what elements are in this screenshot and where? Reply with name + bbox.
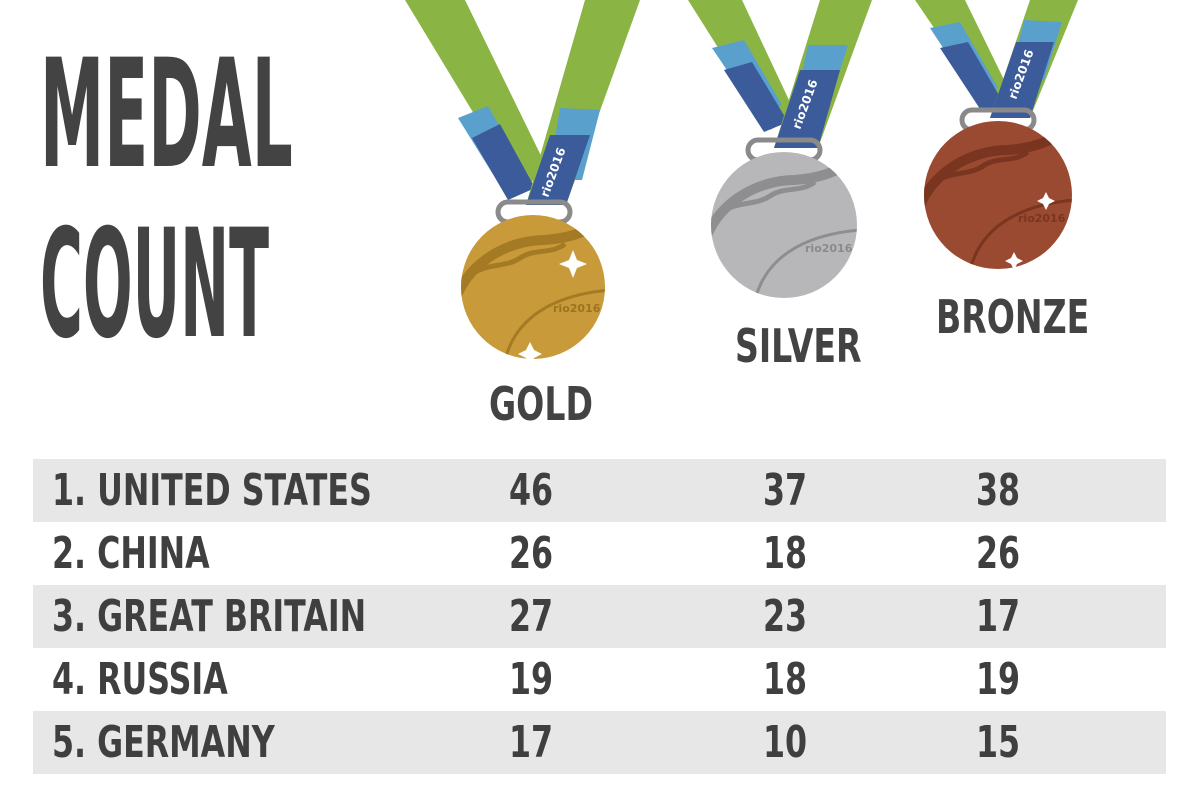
gold-ribbon: rio2016 — [405, 0, 640, 205]
title-count: COUNT — [40, 198, 270, 372]
bronze-count: 15 — [975, 717, 1021, 768]
silver-count: 10 — [762, 717, 808, 768]
table-row: 2. CHINA 26 18 26 — [33, 522, 1166, 585]
bronze-label: BRONZE — [936, 290, 1090, 344]
sparkle-icon — [1005, 252, 1023, 270]
silver-medal: rio2016 — [711, 152, 857, 298]
bronze-ribbon: rio2016 — [915, 0, 1078, 118]
bronze-medal: rio2016 — [924, 121, 1072, 270]
silver-count: 18 — [762, 654, 808, 705]
silver-count: 18 — [762, 528, 808, 579]
sparkle-icon — [518, 342, 542, 366]
medal-table: 1. UNITED STATES 46 37 38 2. CHINA 26 18… — [33, 459, 1166, 774]
table-row: 1. UNITED STATES 46 37 38 — [33, 459, 1166, 522]
gold-medal: rio2016 — [461, 215, 605, 366]
gold-count: 27 — [508, 591, 554, 642]
table-row: 3. GREAT BRITAIN 27 23 17 — [33, 585, 1166, 648]
country-name: 2. CHINA — [52, 528, 210, 579]
gold-count: 17 — [508, 717, 554, 768]
table-row: 4. RUSSIA 19 18 19 — [33, 648, 1166, 711]
bronze-count: 26 — [975, 528, 1021, 579]
country-name: 4. RUSSIA — [52, 654, 228, 705]
silver-count: 37 — [762, 465, 808, 516]
silver-medal-engraving: rio2016 — [805, 242, 853, 255]
gold-count: 26 — [508, 528, 554, 579]
bronze-count: 17 — [975, 591, 1021, 642]
gold-count: 19 — [508, 654, 554, 705]
sparkle-icon — [559, 250, 587, 278]
silver-label: SILVER — [735, 319, 862, 373]
silver-ribbon: rio2016 — [688, 0, 872, 148]
gold-medal-engraving: rio2016 — [553, 302, 601, 315]
gold-label: GOLD — [489, 377, 593, 431]
table-row: 5. GERMANY 17 10 15 — [33, 711, 1166, 774]
sparkle-icon — [1037, 192, 1055, 210]
gold-count: 46 — [508, 465, 554, 516]
bronze-count: 38 — [975, 465, 1021, 516]
bronze-count: 19 — [975, 654, 1021, 705]
medal-illustrations: rio2016 rio2016 rio2016 rio2016 — [405, 0, 1078, 366]
country-name: 1. UNITED STATES — [52, 465, 372, 516]
silver-count: 23 — [762, 591, 808, 642]
bronze-medal-engraving: rio2016 — [1018, 212, 1066, 225]
title-medal: MEDAL — [40, 28, 293, 202]
country-name: 3. GREAT BRITAIN — [52, 591, 367, 642]
country-name: 5. GERMANY — [52, 717, 275, 768]
